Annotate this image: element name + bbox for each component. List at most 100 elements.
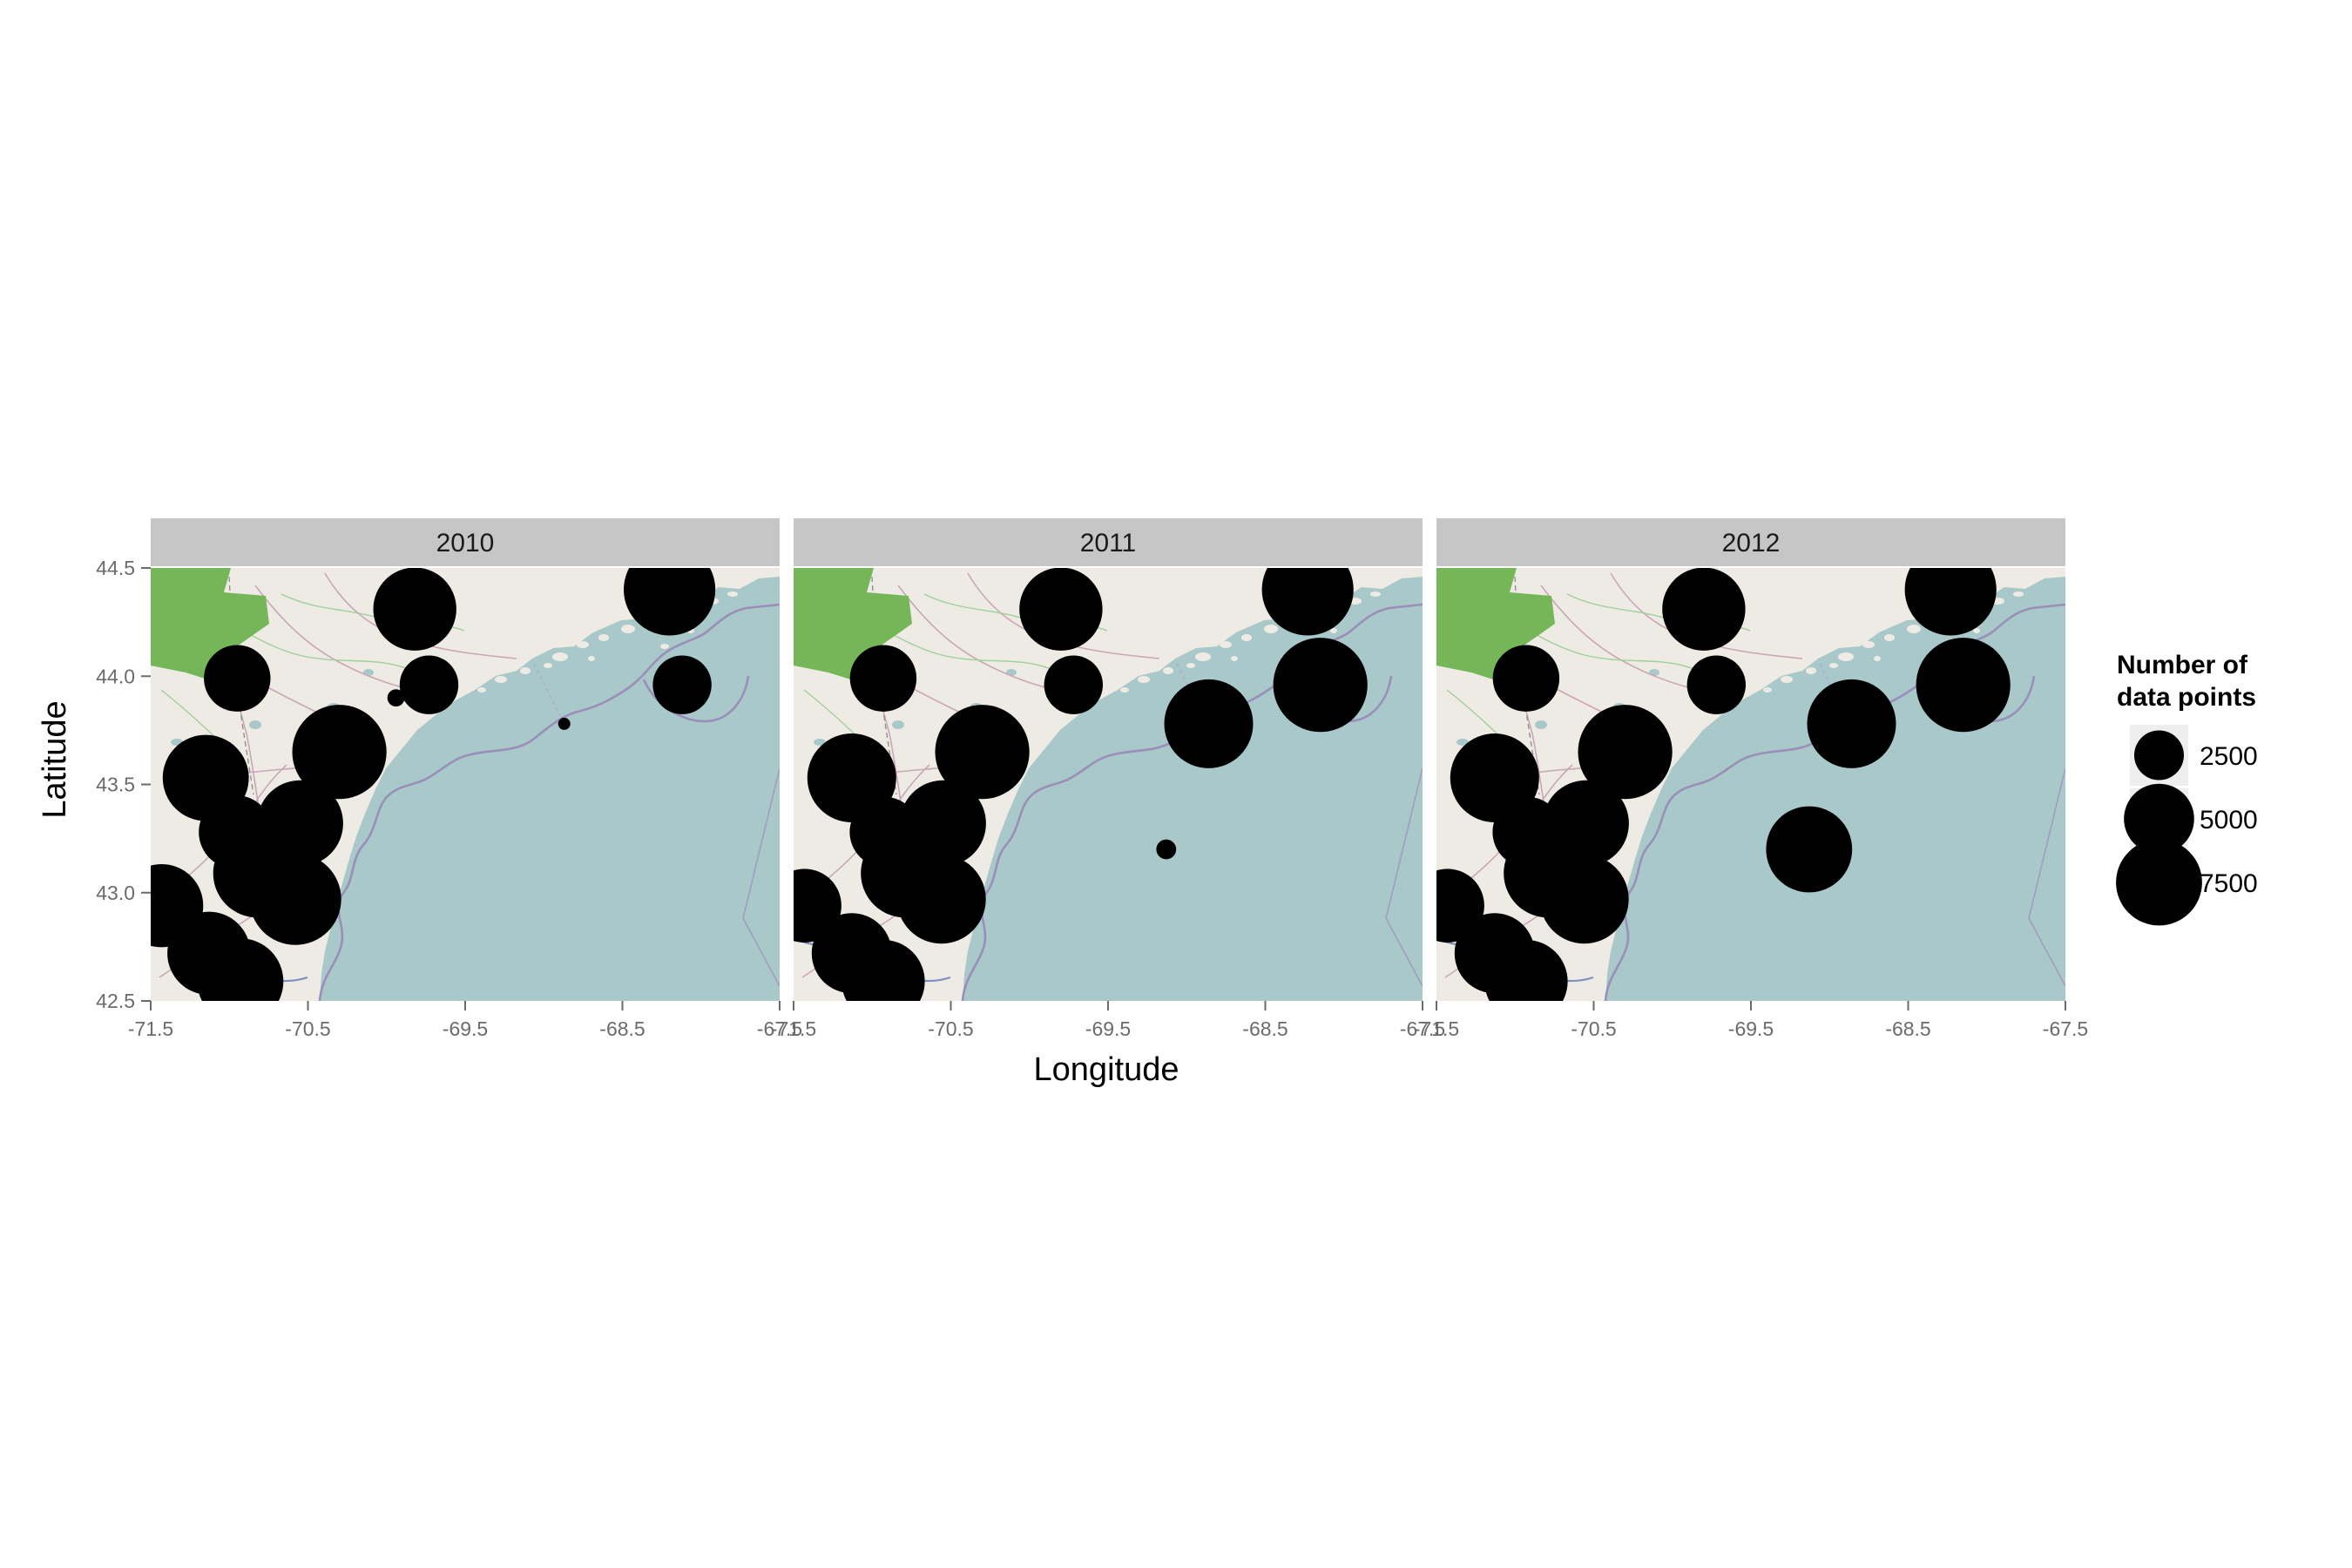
island-shape	[660, 644, 669, 649]
y-tick-label: 43.0	[96, 882, 135, 904]
y-tick-label: 42.5	[96, 990, 135, 1012]
island-shape	[1120, 687, 1129, 693]
data-point	[624, 568, 716, 636]
x-tick-label: -69.5	[1085, 1017, 1131, 1040]
island-shape	[544, 663, 552, 668]
data-point	[1156, 839, 1177, 860]
y-tick-label: 44.0	[96, 665, 135, 687]
island-shape	[1973, 628, 1980, 633]
data-point	[896, 855, 986, 944]
x-tick-label: -70.5	[285, 1017, 330, 1040]
island-shape	[1163, 667, 1173, 674]
facet-strip: 2012	[1436, 518, 2065, 566]
national-forest-area	[151, 568, 269, 683]
island-shape	[1138, 676, 1150, 683]
data-point	[935, 705, 1030, 800]
map-tile-clip	[794, 568, 1423, 1001]
x-tick-label: -67.5	[2043, 1017, 2088, 1040]
data-points	[1436, 568, 2011, 1001]
island-shape	[1241, 634, 1252, 641]
x-tick-label: -69.5	[1728, 1017, 1774, 1040]
data-point	[1766, 806, 1853, 893]
facet-strip-label: 2011	[1080, 529, 1137, 558]
data-point	[1543, 780, 1629, 867]
data-point	[1273, 638, 1368, 733]
data-point	[162, 734, 249, 821]
island-shape	[552, 652, 568, 661]
facet-strip-background	[1436, 518, 2065, 566]
x-tick-label: -71.5	[1414, 1017, 1459, 1040]
x-tick-label: -67.5	[757, 1017, 802, 1040]
island-shape	[520, 667, 531, 674]
legend-title-line-1: Number of	[2117, 651, 2248, 679]
x-axis: -71.5 -70.5 -69.5 -68.5 -67.5-71.5 -70.5 -69.5…	[128, 1001, 2088, 1040]
island-shape	[1370, 591, 1381, 597]
national-forest-area	[794, 568, 912, 683]
facet-strip-background	[794, 518, 1423, 566]
data-point	[197, 938, 284, 1001]
data-point	[1539, 855, 1629, 944]
island-shape	[1763, 687, 1772, 693]
data-point	[292, 705, 387, 800]
size-legend: Number of data points 2500 5000 7500	[2116, 651, 2258, 926]
island-shape	[1231, 656, 1238, 661]
x-tick-label: -67.5	[1400, 1017, 1445, 1040]
island-shape	[1264, 625, 1278, 633]
data-point	[1450, 733, 1539, 822]
data-point	[841, 939, 925, 1001]
legend-entry-label: 7500	[2200, 869, 2258, 898]
data-point	[373, 568, 456, 651]
data-point	[399, 655, 459, 714]
island-shape	[1884, 634, 1895, 641]
island-shape	[1829, 663, 1838, 668]
x-tick-label: -70.5	[928, 1017, 973, 1040]
lake-shape	[1535, 720, 1547, 729]
data-point	[1044, 655, 1103, 714]
legend-key-symbol	[2116, 839, 2202, 926]
island-shape	[621, 625, 635, 633]
island-shape	[1186, 663, 1195, 668]
maritime-boundary-line	[1385, 767, 1423, 987]
island-shape	[1874, 656, 1881, 661]
data-point	[1916, 638, 2011, 733]
facet-2011: 2011	[794, 518, 1423, 1001]
data-point	[1019, 568, 1103, 651]
x-tick-label: -68.5	[1885, 1017, 1930, 1040]
data-point	[1484, 939, 1568, 1001]
y-axis: 42.5 43.0 43.5 44.0 44.5	[96, 557, 151, 1012]
facet-2012: 2012	[1436, 518, 2065, 1001]
facet-strip-background	[151, 518, 780, 566]
data-point	[807, 733, 896, 822]
island-shape	[1220, 641, 1232, 648]
map-tile-clip	[151, 568, 780, 1001]
data-point	[1578, 705, 1673, 800]
data-point	[558, 717, 571, 730]
facet-strip: 2010	[151, 518, 780, 566]
x-tick-label: -71.5	[128, 1017, 173, 1040]
island-shape	[1330, 628, 1337, 633]
data-point	[1686, 655, 1746, 714]
island-shape	[1838, 652, 1854, 661]
island-shape	[1195, 652, 1211, 661]
map-tile	[151, 568, 780, 1001]
legend-key-symbol	[2124, 783, 2194, 855]
data-point	[1261, 568, 1354, 636]
y-tick-label: 44.5	[96, 557, 135, 579]
facet-panels: 2010 2011 2012	[151, 518, 2065, 1001]
map-tile	[794, 568, 1423, 1001]
lake-shape	[892, 720, 904, 729]
x-axis-title: Longitude	[1034, 1051, 1179, 1088]
data-point	[257, 780, 343, 867]
lake-shape	[814, 739, 826, 746]
legend-title-line-2: data points	[2117, 683, 2256, 712]
facet-2010: 2010	[151, 518, 780, 1001]
national-forest-area	[1436, 568, 1555, 683]
maritime-boundary-line	[742, 767, 780, 987]
data-point	[1164, 679, 1254, 768]
x-tick-label: -69.5	[443, 1017, 488, 1040]
data-point	[849, 645, 917, 712]
data-point	[387, 689, 405, 706]
map-tile-clip	[1436, 568, 2065, 1001]
x-tick-label: -68.5	[1242, 1017, 1288, 1040]
